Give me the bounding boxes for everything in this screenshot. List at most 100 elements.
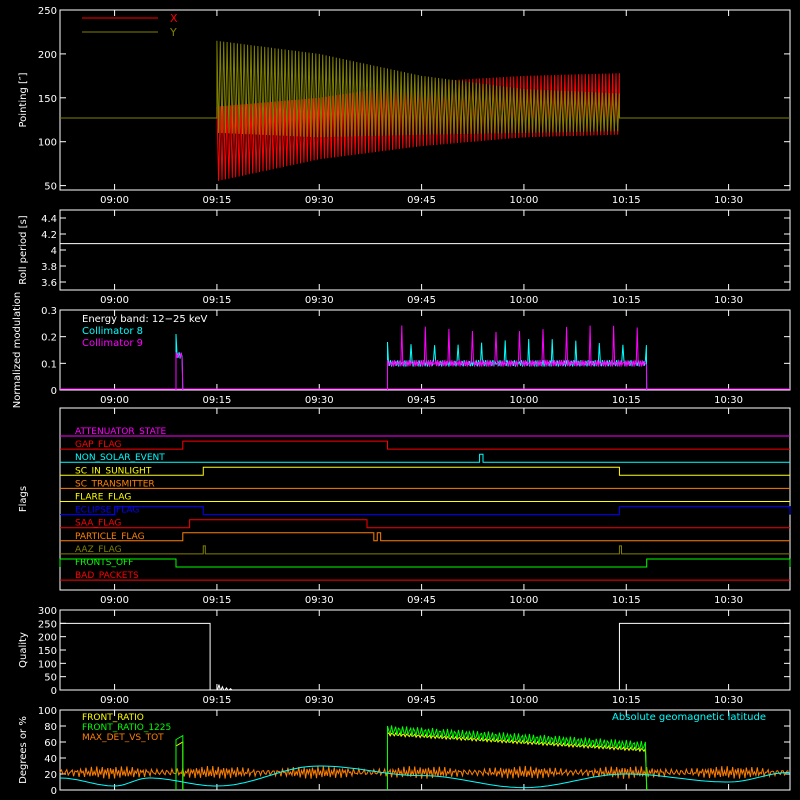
panel-frame xyxy=(59,309,791,391)
series-collimator-line xyxy=(175,352,184,391)
flag-label: FLARE_FLAG xyxy=(75,493,131,503)
y-axis-label: Pointing [″] xyxy=(18,72,29,127)
flag-label: PARTICLE_FLAG xyxy=(75,532,145,542)
y-tick-label: 4 xyxy=(51,246,57,257)
x-tick-label: 09:00 xyxy=(100,595,129,606)
x-tick-label: 10:30 xyxy=(714,295,743,306)
y-tick-label: 50 xyxy=(44,182,57,193)
series-front-ratio-line xyxy=(175,734,184,790)
quality-spike xyxy=(217,684,221,691)
panel-frame xyxy=(59,709,791,791)
x-tick-label: 10:00 xyxy=(510,295,539,306)
legend-label: Collimator 9 xyxy=(82,338,143,349)
legend-label: FRONT_RATIO_1225 xyxy=(82,723,171,733)
quality-line xyxy=(618,622,791,690)
flag-label: ECLIPSE_FLAG xyxy=(75,506,139,516)
y-tick-label: 200 xyxy=(38,633,57,644)
x-tick-label: 09:30 xyxy=(305,295,334,306)
x-tick-label: 09:45 xyxy=(407,295,436,306)
x-tick-label: 10:15 xyxy=(612,295,641,306)
flag-label: AAZ_FLAG xyxy=(75,545,122,555)
series-max-det-vs-tot-line xyxy=(59,765,789,779)
series-front-ratio-line xyxy=(386,725,648,791)
y-tick-label: 0 xyxy=(51,786,57,797)
panel-frame xyxy=(59,9,791,191)
x-tick-label: 10:30 xyxy=(714,195,743,206)
panel-frame xyxy=(59,209,791,291)
series-y-line xyxy=(60,40,790,138)
x-tick-label: 10:30 xyxy=(714,395,743,406)
x-tick-label: 09:15 xyxy=(203,395,232,406)
x-tick-label: 10:00 xyxy=(510,595,539,606)
x-tick-label: 09:45 xyxy=(407,595,436,606)
y-tick-label: 100 xyxy=(38,659,57,670)
series-front-ratio-line xyxy=(175,741,184,790)
flag-label: GAP_FLAG xyxy=(75,440,121,450)
panel-frame xyxy=(59,407,791,591)
flag-label: NON_SOLAR_EVENT xyxy=(75,453,165,463)
flag-line xyxy=(60,440,790,450)
quality-spike xyxy=(224,686,229,691)
y-tick-label: 4.2 xyxy=(41,230,57,241)
x-tick-label: 09:15 xyxy=(203,695,232,706)
y-axis-label: Normalized modulation xyxy=(12,292,23,409)
y-tick-label: 3.6 xyxy=(41,278,57,289)
flag-line xyxy=(60,453,790,463)
y-tick-label: 100 xyxy=(38,138,57,149)
x-tick-label: 09:30 xyxy=(305,195,334,206)
x-tick-label: 10:00 xyxy=(510,695,539,706)
x-tick-label: 09:15 xyxy=(203,295,232,306)
flag-line xyxy=(59,558,791,568)
quality-line xyxy=(59,622,211,690)
y-tick-label: 0.1 xyxy=(41,359,57,370)
x-tick-label: 09:30 xyxy=(305,695,334,706)
x-tick-label: 09:15 xyxy=(203,195,232,206)
flag-label: SC_IN_SUNLIGHT xyxy=(75,466,152,476)
y-tick-label: 50 xyxy=(44,673,57,684)
flag-label: SAA_FLAG xyxy=(75,519,121,529)
y-tick-label: 4.4 xyxy=(41,214,57,225)
x-tick-label: 09:45 xyxy=(407,395,436,406)
y-tick-label: 200 xyxy=(38,50,57,61)
y-tick-label: 100 xyxy=(38,706,57,717)
flag-label: SC_TRANSMITTER xyxy=(75,479,155,489)
x-tick-label: 09:00 xyxy=(100,195,129,206)
flag-label: ATTENUATOR_STATE xyxy=(75,427,167,437)
series-collimator-line xyxy=(386,325,648,391)
x-tick-label: 10:30 xyxy=(714,695,743,706)
y-tick-label: 0.2 xyxy=(41,333,57,344)
y-axis-label: Degrees or % xyxy=(18,716,29,784)
legend-label: FRONT_RATIO xyxy=(82,713,144,723)
flag-label: FRONTS_OFF xyxy=(75,558,133,568)
x-tick-label: 10:15 xyxy=(612,595,641,606)
legend-label: Collimator 8 xyxy=(82,326,143,337)
series-front-ratio-line xyxy=(386,731,648,791)
x-tick-label: 09:00 xyxy=(100,395,129,406)
y-axis-label: Roll period [s] xyxy=(18,215,29,284)
flag-line xyxy=(60,466,790,476)
x-tick-label: 09:45 xyxy=(407,695,436,706)
x-tick-label: 10:00 xyxy=(510,195,539,206)
y-axis-label: Quality xyxy=(18,632,29,668)
x-tick-label: 09:30 xyxy=(305,595,334,606)
legend-label: X xyxy=(170,12,178,25)
y-tick-label: 0 xyxy=(51,686,57,697)
x-tick-label: 09:15 xyxy=(203,595,232,606)
flag-line xyxy=(60,532,790,542)
y-tick-label: 250 xyxy=(38,619,57,630)
x-tick-label: 09:30 xyxy=(305,395,334,406)
y-tick-label: 20 xyxy=(44,770,57,781)
series-geomagnetic-latitude-line xyxy=(59,765,791,789)
quality-spike xyxy=(228,687,233,691)
x-tick-label: 09:45 xyxy=(407,195,436,206)
legend-label: Y xyxy=(169,26,177,39)
y-tick-label: 40 xyxy=(44,754,57,765)
y-tick-label: 150 xyxy=(38,646,57,657)
y-tick-label: 60 xyxy=(44,738,57,749)
geomagnetic-annotation: Absolute geomagnetic latitude xyxy=(612,712,766,723)
y-tick-label: 300 xyxy=(38,606,57,617)
legend-label: MAX_DET_VS_TOT xyxy=(82,733,164,743)
x-tick-label: 10:30 xyxy=(714,595,743,606)
flag-line xyxy=(60,545,790,555)
